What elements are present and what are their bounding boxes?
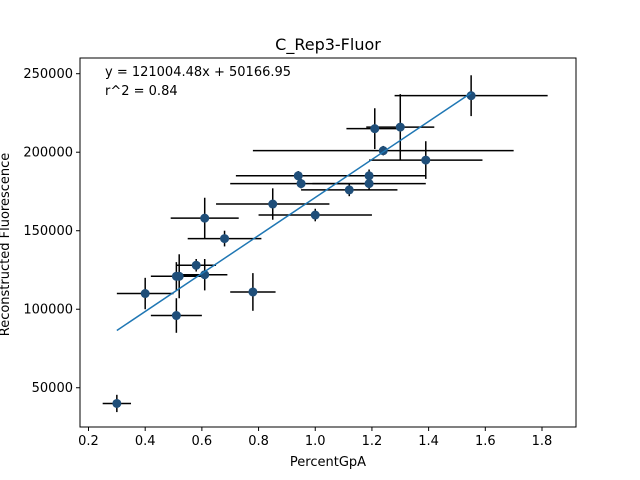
data-point bbox=[364, 179, 374, 189]
y-tick-label: 50000 bbox=[32, 381, 73, 396]
fit-line bbox=[116, 92, 472, 332]
x-tick-label: 0.8 bbox=[248, 434, 269, 449]
data-point bbox=[191, 260, 201, 270]
data-point bbox=[200, 213, 210, 223]
data-point bbox=[140, 289, 150, 299]
data-point bbox=[171, 311, 181, 321]
plot-layer bbox=[102, 75, 548, 413]
data-point bbox=[220, 234, 230, 244]
x-tick-label: 1.6 bbox=[475, 434, 496, 449]
x-tick-label: 1.8 bbox=[532, 434, 553, 449]
x-tick-label: 0.4 bbox=[135, 434, 156, 449]
data-point bbox=[296, 179, 306, 189]
x-tick-label: 0.6 bbox=[192, 434, 213, 449]
data-point bbox=[466, 91, 476, 101]
data-point bbox=[421, 155, 431, 165]
chart-title: C_Rep3-Fluor bbox=[275, 35, 381, 55]
axes-layer: 0.2 0.4 0.6 0.8 1.0 1.2 1.4 1.6 1.8 50000 100000 15… bbox=[23, 67, 552, 449]
x-tick-label: 1.0 bbox=[305, 434, 326, 449]
data-point bbox=[370, 124, 380, 134]
data-point bbox=[395, 122, 405, 132]
data-point bbox=[174, 271, 184, 281]
data-point bbox=[364, 171, 374, 181]
x-axis-title: PercentGpA bbox=[290, 455, 366, 470]
y-tick-label: 100000 bbox=[23, 303, 73, 318]
y-tick-label: 150000 bbox=[23, 224, 73, 239]
data-point bbox=[344, 185, 354, 195]
x-tick-label: 1.4 bbox=[418, 434, 439, 449]
plot-frame bbox=[79, 57, 577, 428]
equation-annotation: y = 121004.48x + 50166.95 bbox=[105, 65, 291, 80]
x-tick-label: 1.2 bbox=[362, 434, 383, 449]
r-squared-annotation: r^2 = 0.84 bbox=[105, 84, 178, 99]
y-tick-label: 200000 bbox=[23, 146, 73, 161]
data-point bbox=[310, 210, 320, 220]
x-tick-label: 0.2 bbox=[78, 434, 99, 449]
data-point bbox=[112, 398, 122, 408]
data-point bbox=[293, 171, 303, 181]
y-axis-title: Reconstructed Fluorescence bbox=[0, 153, 13, 337]
y-tick-label: 250000 bbox=[23, 67, 73, 82]
data-point bbox=[248, 287, 258, 297]
data-point bbox=[268, 199, 278, 209]
